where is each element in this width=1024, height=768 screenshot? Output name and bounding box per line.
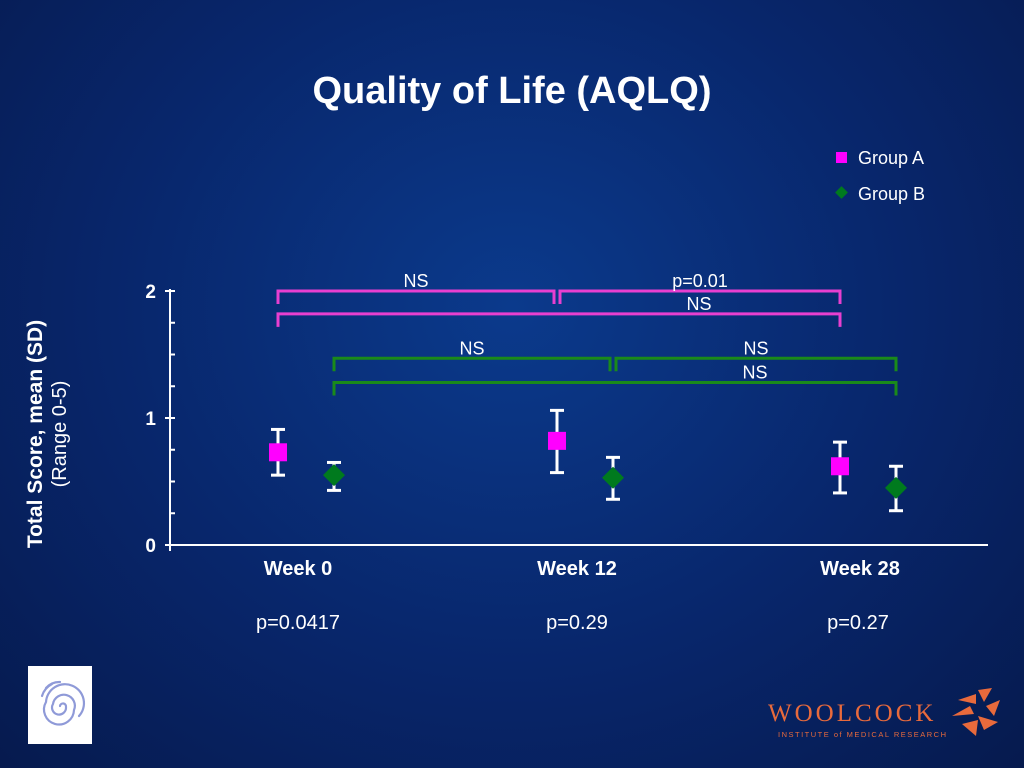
significance-label: NS bbox=[742, 362, 767, 382]
woolcock-logo-name: WOOLCOCK bbox=[768, 700, 937, 727]
slide-title: Quality of Life (AQLQ) bbox=[312, 70, 712, 112]
p-value-week-12: p=0.29 bbox=[546, 612, 608, 634]
institution-logo bbox=[28, 666, 92, 744]
legend-label-group-a: Group A bbox=[858, 147, 925, 168]
y-tick-label: 2 bbox=[145, 282, 156, 303]
group-b-data-point bbox=[885, 476, 907, 499]
y-tick-label: 0 bbox=[145, 536, 156, 557]
woolcock-fan-icon bbox=[952, 688, 1000, 736]
group-a-square-marker bbox=[832, 148, 852, 168]
x-tick-label: Week 28 bbox=[820, 558, 900, 580]
significance-label: NS bbox=[686, 294, 711, 314]
legend-item-group-a: Group A bbox=[832, 140, 925, 176]
x-tick-label: Week 12 bbox=[537, 558, 617, 580]
significance-bracket bbox=[614, 356, 898, 372]
group-b-data-point bbox=[323, 464, 345, 487]
significance-bracket bbox=[276, 312, 842, 327]
significance-bracket bbox=[332, 356, 612, 372]
group-a-data-point bbox=[831, 457, 849, 476]
p-value-week-28: p=0.27 bbox=[827, 612, 889, 634]
woolcock-logo-subtitle: INSTITUTE of MEDICAL RESEARCH bbox=[778, 730, 948, 739]
significance-bracket bbox=[332, 380, 898, 396]
group-a-data-point bbox=[548, 431, 566, 450]
group-b-data-point bbox=[602, 466, 624, 489]
p-value-week-0: p=0.0417 bbox=[256, 612, 340, 634]
legend-item-group-b: Group B bbox=[832, 176, 925, 212]
significance-label: NS bbox=[403, 271, 428, 291]
woolcock-logo: WOOLCOCK INSTITUTE of MEDICAL RESEARCH bbox=[768, 686, 1008, 746]
significance-bracket bbox=[276, 289, 556, 304]
legend-label-group-b: Group B bbox=[858, 183, 926, 204]
significance-bracket bbox=[558, 289, 842, 304]
significance-label: NS bbox=[459, 338, 484, 358]
x-tick-label: Week 0 bbox=[264, 558, 333, 580]
group-a-data-point bbox=[269, 443, 287, 462]
spiral-logo-icon bbox=[40, 680, 86, 726]
significance-label: NS bbox=[743, 338, 768, 358]
chart-legend: Group A Group B bbox=[832, 140, 925, 212]
significance-label: p=0.01 bbox=[672, 271, 728, 291]
y-tick-label: 1 bbox=[145, 409, 156, 430]
